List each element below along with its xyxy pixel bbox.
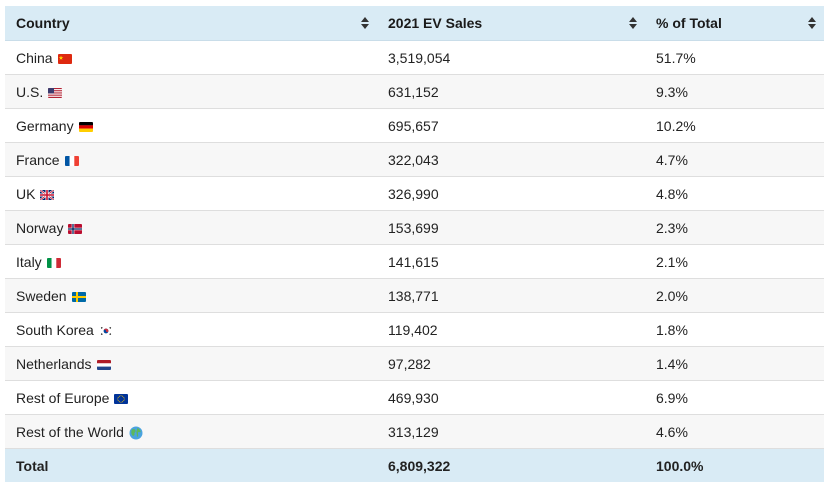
cell-sales: 141,615: [377, 245, 645, 279]
country-name: France: [16, 152, 60, 168]
se-flag-icon: [72, 292, 86, 302]
cell-sales: 153,699: [377, 211, 645, 245]
cell-percent: 9.3%: [645, 75, 824, 109]
us-flag-icon: [48, 88, 62, 98]
cell-country: Sweden: [5, 279, 377, 313]
cell-percent: 1.8%: [645, 313, 824, 347]
ev-sales-table: Country 2021 EV Sales % of Total China 3,…: [5, 6, 824, 482]
fr-flag-icon: [65, 156, 79, 166]
country-name: Netherlands: [16, 356, 92, 372]
uk-flag-icon: [40, 190, 54, 200]
cell-percent: 2.1%: [645, 245, 824, 279]
cell-sales: 631,152: [377, 75, 645, 109]
globe-icon: [129, 426, 143, 440]
cell-sales: 97,282: [377, 347, 645, 381]
cell-percent: 6.9%: [645, 381, 824, 415]
cell-sales: 322,043: [377, 143, 645, 177]
column-header-label: % of Total: [656, 15, 722, 31]
country-name: South Korea: [16, 322, 94, 338]
cell-percent: 4.8%: [645, 177, 824, 211]
cell-sales: 326,990: [377, 177, 645, 211]
sort-icon[interactable]: [629, 17, 637, 29]
sort-icon[interactable]: [808, 17, 816, 29]
de-flag-icon: [79, 122, 93, 132]
country-name: U.S.: [16, 84, 43, 100]
no-flag-icon: [68, 224, 82, 234]
country-name: Germany: [16, 118, 74, 134]
cell-country: Netherlands: [5, 347, 377, 381]
nl-flag-icon: [97, 360, 111, 370]
cell-sales: 469,930: [377, 381, 645, 415]
country-name: China: [16, 50, 53, 66]
cell-percent: 10.2%: [645, 109, 824, 143]
column-header-sales[interactable]: 2021 EV Sales: [377, 6, 645, 41]
cell-percent: 1.4%: [645, 347, 824, 381]
column-header-label: 2021 EV Sales: [388, 15, 482, 31]
column-header-percent[interactable]: % of Total: [645, 6, 824, 41]
cell-country: China: [5, 41, 377, 75]
column-header-label: Country: [16, 15, 70, 31]
cell-sales: 138,771: [377, 279, 645, 313]
cell-percent: 2.3%: [645, 211, 824, 245]
country-name: Rest of Europe: [16, 390, 109, 406]
cell-country: UK: [5, 177, 377, 211]
total-sales: 6,809,322: [377, 449, 645, 482]
country-name: Rest of the World: [16, 424, 124, 440]
cn-flag-icon: [58, 54, 72, 64]
kr-flag-icon: [99, 326, 113, 336]
cell-percent: 4.7%: [645, 143, 824, 177]
cell-country: France: [5, 143, 377, 177]
cell-sales: 119,402: [377, 313, 645, 347]
cell-percent: 2.0%: [645, 279, 824, 313]
eu-flag-icon: [114, 394, 128, 404]
cell-country: Germany: [5, 109, 377, 143]
total-label: Total: [5, 449, 377, 482]
header-row: Country 2021 EV Sales % of Total: [5, 6, 824, 41]
cell-country: Norway: [5, 211, 377, 245]
country-name: Italy: [16, 254, 42, 270]
cell-sales: 695,657: [377, 109, 645, 143]
column-header-country[interactable]: Country: [5, 6, 377, 41]
country-name: Sweden: [16, 288, 67, 304]
cell-sales: 3,519,054: [377, 41, 645, 75]
cell-percent: 51.7%: [645, 41, 824, 75]
cell-country: South Korea: [5, 313, 377, 347]
country-name: UK: [16, 186, 35, 202]
cell-country: Rest of Europe: [5, 381, 377, 415]
it-flag-icon: [47, 258, 61, 268]
cell-country: U.S.: [5, 75, 377, 109]
cell-country: Rest of the World: [5, 415, 377, 449]
cell-country: Italy: [5, 245, 377, 279]
country-name: Norway: [16, 220, 63, 236]
cell-sales: 313,129: [377, 415, 645, 449]
total-percent: 100.0%: [645, 449, 824, 482]
total-row: Total 6,809,322 100.0%: [5, 449, 824, 482]
cell-percent: 4.6%: [645, 415, 824, 449]
sort-icon[interactable]: [361, 17, 369, 29]
